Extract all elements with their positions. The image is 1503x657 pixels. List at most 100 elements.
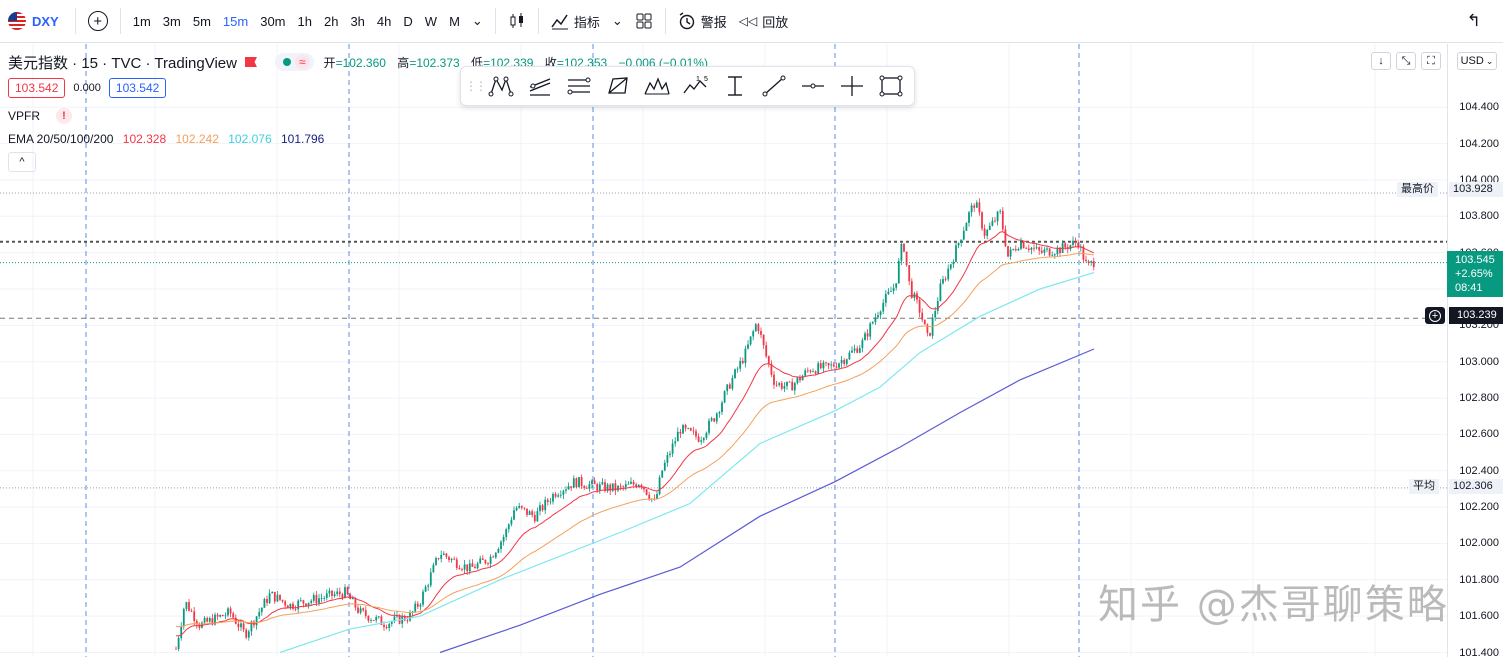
vpfr-label[interactable]: VPFR xyxy=(8,109,41,123)
interval-group: 1m 3m 5m 15m 30m 1h 2h 3h 4h D W M xyxy=(127,6,466,36)
collapse-legend-button[interactable]: ^ xyxy=(8,152,36,172)
candle-body xyxy=(939,283,942,301)
interval-5m-button[interactable]: 5m xyxy=(192,13,211,29)
indicators-dropdown-button[interactable]: ⌄ xyxy=(606,6,629,36)
candle-body xyxy=(549,501,552,503)
layouts-button[interactable] xyxy=(629,6,659,36)
price-chart[interactable] xyxy=(0,44,1447,657)
candle-body xyxy=(734,369,736,378)
candle-body xyxy=(627,483,630,485)
ema20-line xyxy=(175,231,1095,637)
horizontal-ray-tool-button[interactable] xyxy=(793,69,832,103)
ema-label: EMA 20/50/100/200 xyxy=(8,132,114,146)
channel-tool-button[interactable] xyxy=(520,69,559,103)
candle-body xyxy=(973,205,976,208)
candle-body xyxy=(942,279,944,284)
candle-body xyxy=(281,599,284,602)
candle-body xyxy=(637,484,640,487)
replay-button[interactable]: ◁◁ 回放 xyxy=(733,6,794,36)
divider xyxy=(664,8,666,34)
candle-body xyxy=(320,598,323,599)
interval-d-button[interactable]: D xyxy=(403,13,413,29)
fullscreen-button[interactable]: ⛶ xyxy=(1421,52,1441,70)
currency-select[interactable]: USD ⌄ xyxy=(1457,52,1497,70)
candle-body xyxy=(1030,247,1033,250)
interval-4h-button[interactable]: 4h xyxy=(376,13,392,29)
scroll-down-button[interactable]: ↓ xyxy=(1371,52,1391,70)
candle-body xyxy=(960,239,963,243)
trendline-icon xyxy=(762,75,785,97)
compare-button[interactable]: + xyxy=(82,6,114,36)
alert-label: 警报 xyxy=(700,14,727,30)
interval-3m-button[interactable]: 3m xyxy=(162,13,181,29)
indicators-button[interactable]: 指标 xyxy=(545,6,606,36)
pattern-tool-button[interactable] xyxy=(481,69,520,103)
chevron-down-icon: ⌄ xyxy=(611,13,623,28)
interval-w-button[interactable]: W xyxy=(424,13,438,29)
candle-body xyxy=(494,552,497,558)
warning-icon[interactable]: ! xyxy=(56,108,73,124)
candle-body xyxy=(996,211,999,222)
candle-body xyxy=(845,359,848,364)
candle-body xyxy=(1017,248,1020,251)
maximize-button[interactable]: ⤡ xyxy=(1396,52,1416,70)
interval-15m-button[interactable]: 15m xyxy=(222,13,249,29)
symbol-search[interactable]: DXY xyxy=(0,0,69,42)
elliott-tool-button[interactable] xyxy=(637,69,676,103)
fib-tool-button[interactable] xyxy=(559,69,598,103)
candle-body xyxy=(999,210,1002,212)
candle-body xyxy=(718,412,721,414)
interval-m-button[interactable]: M xyxy=(449,13,460,29)
chevron-up-icon: ^ xyxy=(19,156,25,168)
alert-button[interactable]: 警报 xyxy=(672,6,733,36)
market-open-dot-icon xyxy=(282,58,291,66)
candle-body xyxy=(981,212,983,229)
candle-body xyxy=(840,359,843,364)
interval-3h-button[interactable]: 3h xyxy=(350,13,365,29)
candle-body xyxy=(338,591,341,595)
candle-body xyxy=(713,418,716,422)
interval-1m-button[interactable]: 1m xyxy=(132,13,151,29)
polygon-tool-button[interactable] xyxy=(598,69,637,103)
interval-dropdown-button[interactable]: ⌄ xyxy=(466,6,489,36)
price-axis[interactable]: 104.400104.200104.000103.800103.600103.4… xyxy=(1447,44,1503,657)
candle-body xyxy=(474,566,476,569)
buy-price-box[interactable]: 103.542 xyxy=(108,78,167,98)
candle-body xyxy=(266,598,268,603)
candle-body xyxy=(773,374,775,385)
candle-body xyxy=(801,375,804,381)
candle-body xyxy=(307,602,310,606)
measure-tool-button[interactable] xyxy=(715,69,754,103)
interval-1h-button[interactable]: 1h xyxy=(297,13,312,29)
rectangle-tool-button[interactable] xyxy=(871,69,910,103)
candle-body xyxy=(908,265,911,282)
trendline-tool-button[interactable] xyxy=(754,69,793,103)
candle-body xyxy=(632,481,635,485)
interval-30m-button[interactable]: 30m xyxy=(260,13,286,29)
candle-body xyxy=(661,470,664,478)
ema-legend[interactable]: EMA 20/50/100/200 102.328 102.242 102.07… xyxy=(8,132,716,146)
chart-type-button[interactable] xyxy=(502,6,532,36)
svg-text:5: 5 xyxy=(704,76,708,83)
market-status-pill[interactable]: ≈ xyxy=(274,53,314,71)
undo-button[interactable]: ↰ xyxy=(1461,6,1487,36)
candle-body xyxy=(570,486,573,488)
candle-body xyxy=(208,618,211,622)
drag-handle-icon[interactable]: ⋮⋮ xyxy=(465,79,487,93)
candle-body xyxy=(224,615,227,617)
candle-body xyxy=(864,333,866,341)
candle-body xyxy=(500,541,502,549)
polygon-icon xyxy=(607,77,628,94)
flag-icon[interactable] xyxy=(244,57,257,67)
add-alert-button[interactable]: + xyxy=(1425,307,1445,324)
candle-body xyxy=(552,493,554,502)
candle-body xyxy=(955,245,957,262)
candle-body xyxy=(684,425,687,429)
sell-price-box[interactable]: 103.542 xyxy=(8,78,66,98)
interval-2h-button[interactable]: 2h xyxy=(323,13,339,29)
crosshair-tool-button[interactable] xyxy=(832,69,871,103)
candle-body xyxy=(697,436,700,442)
candle-body xyxy=(775,384,778,386)
candle-body xyxy=(294,608,297,610)
